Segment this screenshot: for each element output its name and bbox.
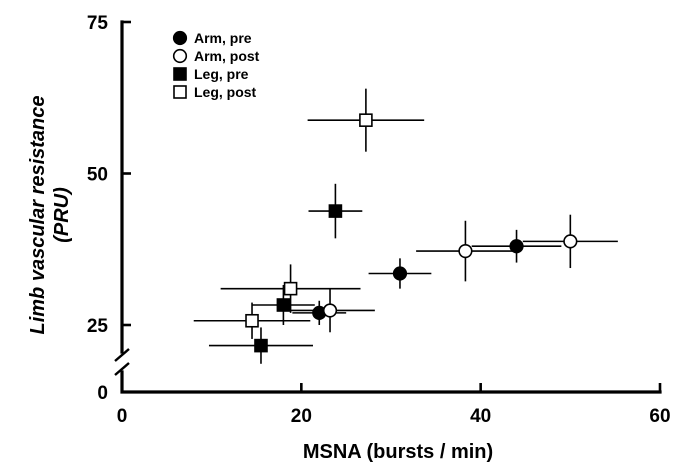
- data-point-leg-post: [283, 281, 298, 296]
- data-point-leg-pre: [276, 298, 291, 312]
- y-tick-label: 50: [87, 165, 108, 186]
- axis-break-mark: [114, 362, 130, 376]
- y-axis-title-line2: (PRU): [51, 187, 73, 243]
- x-tick-label: 0: [117, 406, 128, 427]
- legend-marker-leg-post: [173, 85, 187, 99]
- x-axis-title: MSNA (bursts / min): [303, 441, 493, 462]
- axis-break-mark: [114, 348, 130, 362]
- legend: Arm, pre Arm, post Leg, pre Leg, post: [172, 30, 260, 100]
- x-tick-label: 20: [291, 406, 312, 427]
- legend-label-arm-post: Arm, post: [194, 48, 260, 64]
- data-markers: [245, 113, 578, 353]
- y-tick-label: 25: [87, 316, 109, 337]
- legend-marker-arm-post: [172, 48, 188, 64]
- y-tick-label: 0: [97, 383, 108, 404]
- legend-label-leg-pre: Leg, pre: [194, 66, 249, 82]
- data-point-arm-post: [563, 234, 578, 249]
- data-point-arm-pre: [392, 266, 408, 281]
- y-axis-title-line1: Limb vascular resistance: [27, 95, 49, 334]
- axis-ticks: [120, 20, 662, 394]
- data-point-arm-pre: [509, 239, 524, 254]
- legend-label-leg-post: Leg, post: [194, 84, 257, 100]
- y-axis-title: Limb vascular resistance (PRU): [27, 95, 73, 334]
- data-point-leg-post: [245, 313, 259, 328]
- x-tick-label: 60: [649, 406, 670, 427]
- legend-marker-arm-pre: [172, 30, 188, 46]
- data-point-arm-post: [458, 243, 473, 259]
- data-point-leg-post: [359, 113, 373, 127]
- data-point-arm-post: [322, 303, 338, 318]
- data-point-leg-pre: [254, 338, 268, 353]
- x-axis-line: [120, 370, 662, 394]
- y-tick-label: 75: [87, 13, 109, 34]
- x-tick-label: 40: [470, 406, 491, 427]
- axis-tick-labels: 0 20 40 60 0 25 50 75: [87, 13, 671, 427]
- legend-marker-leg-pre: [173, 67, 187, 81]
- legend-label-arm-pre: Arm, pre: [194, 30, 252, 46]
- data-point-leg-pre: [328, 204, 343, 218]
